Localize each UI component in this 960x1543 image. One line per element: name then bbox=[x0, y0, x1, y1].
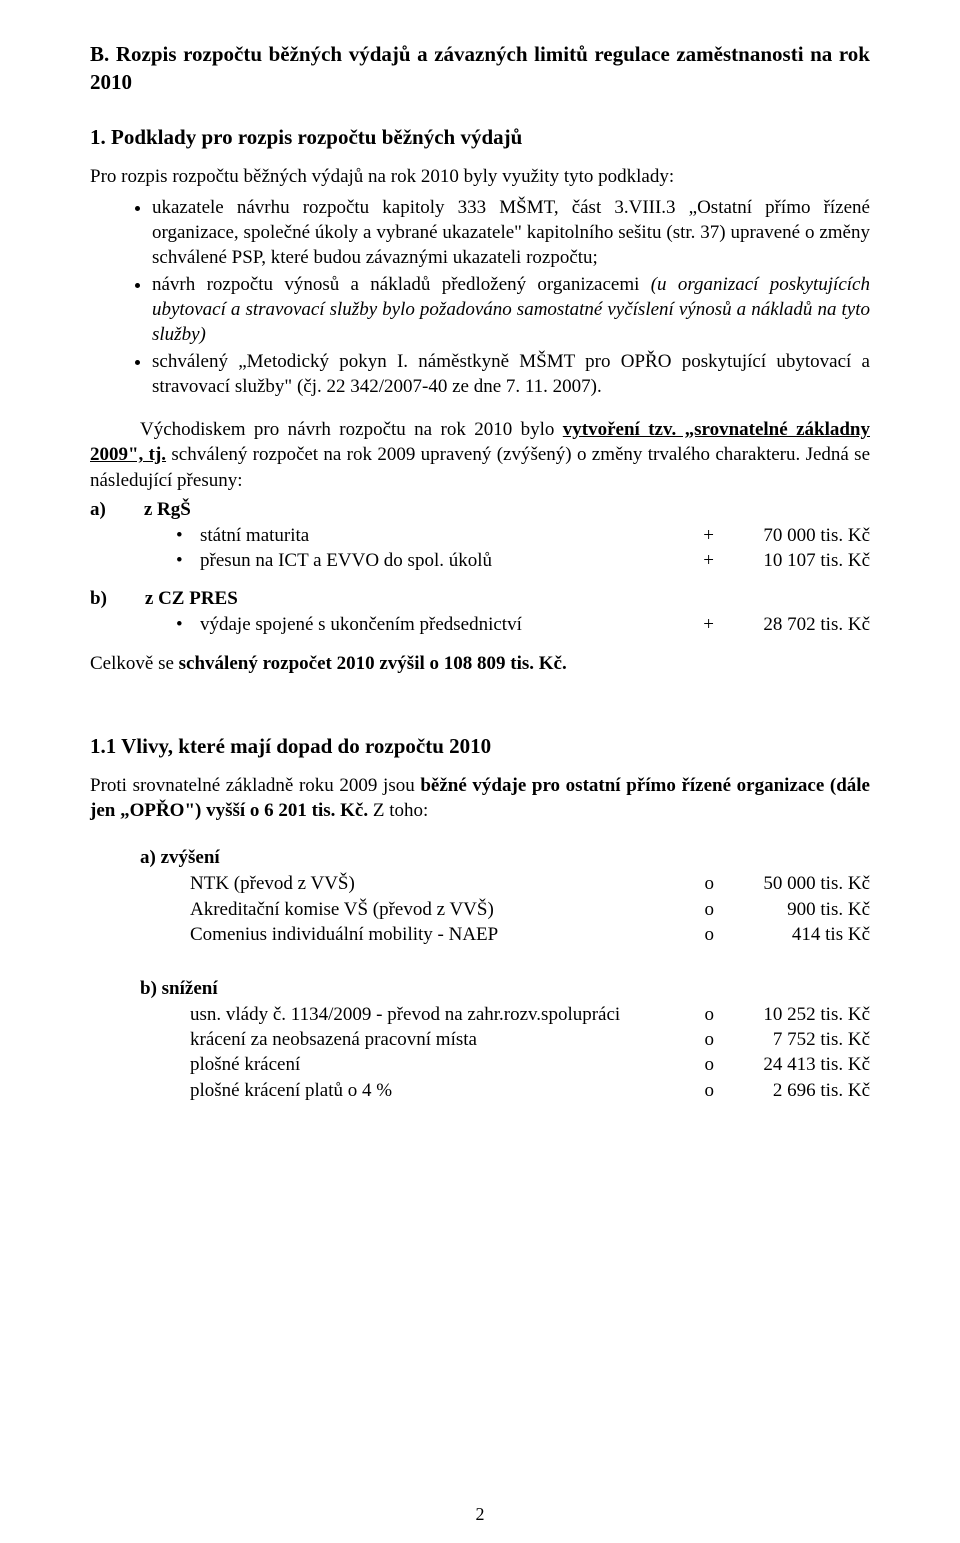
row-label: usn. vlády č. 1134/2009 - převod na zahr… bbox=[190, 1002, 688, 1027]
row-label: přesun na ICT a EVVO do spol. úkolů bbox=[200, 548, 688, 573]
zvyseni-items: NTK (převod z VVŠ) o 50 000 tis. Kč Akre… bbox=[90, 871, 870, 947]
row-plus: + bbox=[688, 523, 720, 548]
section-b-heading: B. Rozpis rozpočtu běžných výdajů a záva… bbox=[90, 40, 870, 97]
amount-row: výdaje spojené s ukončením předsednictví… bbox=[200, 612, 870, 637]
amount-row: státní maturita + 70 000 tis. Kč bbox=[200, 523, 870, 548]
row-amount: 900 tis. Kč bbox=[720, 897, 870, 922]
podklady-list: ukazatele návrhu rozpočtu kapitoly 333 M… bbox=[90, 195, 870, 400]
text-run: Proti srovnatelné základně roku 2009 jso… bbox=[90, 775, 420, 796]
row-amount: 2 696 tis. Kč bbox=[720, 1078, 870, 1103]
snizeni-head: b) snížení bbox=[90, 978, 870, 1000]
amount-row: Akreditační komise VŠ (převod z VVŠ) o 9… bbox=[190, 897, 870, 922]
row-label: Akreditační komise VŠ (převod z VVŠ) bbox=[190, 897, 688, 922]
intro-paragraph: Pro rozpis rozpočtu běžných výdajů na ro… bbox=[90, 164, 870, 189]
text-run: schválený rozpočet na rok 2009 upravený … bbox=[90, 444, 870, 490]
row-plus: + bbox=[688, 548, 720, 573]
row-label: plošné krácení bbox=[190, 1052, 688, 1077]
row-amount: 10 252 tis. Kč bbox=[720, 1002, 870, 1027]
a-head: z RgŠ bbox=[144, 499, 191, 520]
row-o: o bbox=[688, 1052, 720, 1077]
amount-row: plošné krácení o 24 413 tis. Kč bbox=[190, 1052, 870, 1077]
text-run: Celkově se bbox=[90, 653, 179, 674]
text-bold: schválený rozpočet 2010 zvýšil o 108 809… bbox=[179, 653, 567, 674]
row-o: o bbox=[688, 897, 720, 922]
heading-1: 1. Podklady pro rozpis rozpočtu běžných … bbox=[90, 125, 870, 150]
a-items: státní maturita + 70 000 tis. Kč přesun … bbox=[90, 523, 870, 574]
row-label: NTK (převod z VVŠ) bbox=[190, 871, 688, 896]
amount-row: plošné krácení platů o 4 % o 2 696 tis. … bbox=[190, 1078, 870, 1103]
amount-row: Comenius individuální mobility - NAEP o … bbox=[190, 922, 870, 947]
heading-1-1: 1.1 Vlivy, které mají dopad do rozpočtu … bbox=[90, 734, 870, 759]
row-amount: 10 107 tis. Kč bbox=[720, 548, 870, 573]
row-label: Comenius individuální mobility - NAEP bbox=[190, 922, 688, 947]
list-item-text: návrh rozpočtu výnosů a nákladů předlože… bbox=[152, 274, 651, 295]
a-block: a) z RgŠ bbox=[90, 499, 870, 521]
b-head: z CZ PRES bbox=[145, 588, 238, 609]
amount-row: usn. vlády č. 1134/2009 - převod na zahr… bbox=[190, 1002, 870, 1027]
amount-row: NTK (převod z VVŠ) o 50 000 tis. Kč bbox=[190, 871, 870, 896]
row-label: plošné krácení platů o 4 % bbox=[190, 1078, 688, 1103]
a-label: a) bbox=[90, 499, 106, 520]
row-o: o bbox=[688, 871, 720, 896]
amount-row: krácení za neobsazená pracovní místa o 7… bbox=[190, 1027, 870, 1052]
page-number: 2 bbox=[0, 1504, 960, 1525]
row-amount: 28 702 tis. Kč bbox=[720, 612, 870, 637]
row-o: o bbox=[688, 1027, 720, 1052]
row-label: výdaje spojené s ukončením předsednictví bbox=[200, 612, 688, 637]
row-amount: 24 413 tis. Kč bbox=[720, 1052, 870, 1077]
vlivy-para: Proti srovnatelné základně roku 2009 jso… bbox=[90, 773, 870, 823]
amount-row: přesun na ICT a EVVO do spol. úkolů + 10… bbox=[200, 548, 870, 573]
srovnatelna-para: Východiskem pro návrh rozpočtu na rok 20… bbox=[90, 417, 870, 492]
row-o: o bbox=[688, 1078, 720, 1103]
list-item: schválený „Metodický pokyn I. náměstkyně… bbox=[152, 349, 870, 399]
b-label: b) bbox=[90, 588, 107, 609]
text-run: Z toho: bbox=[368, 800, 428, 821]
row-o: o bbox=[688, 1002, 720, 1027]
row-amount: 50 000 tis. Kč bbox=[720, 871, 870, 896]
zvyseni-head: a) zvýšení bbox=[90, 847, 870, 869]
row-amount: 7 752 tis. Kč bbox=[720, 1027, 870, 1052]
row-amount: 414 tis Kč bbox=[720, 922, 870, 947]
list-item: ukazatele návrhu rozpočtu kapitoly 333 M… bbox=[152, 195, 870, 270]
row-plus: + bbox=[688, 612, 720, 637]
row-label: krácení za neobsazená pracovní místa bbox=[190, 1027, 688, 1052]
snizeni-items: usn. vlády č. 1134/2009 - převod na zahr… bbox=[90, 1002, 870, 1104]
b-items: výdaje spojené s ukončením předsednictví… bbox=[90, 612, 870, 637]
celkove-para: Celkově se schválený rozpočet 2010 zvýši… bbox=[90, 651, 870, 676]
row-amount: 70 000 tis. Kč bbox=[720, 523, 870, 548]
row-label: státní maturita bbox=[200, 523, 688, 548]
b-block: b) z CZ PRES bbox=[90, 588, 870, 610]
list-item: návrh rozpočtu výnosů a nákladů předlože… bbox=[152, 272, 870, 347]
text-run: Východiskem pro návrh rozpočtu na rok 20… bbox=[140, 419, 563, 440]
row-o: o bbox=[688, 922, 720, 947]
